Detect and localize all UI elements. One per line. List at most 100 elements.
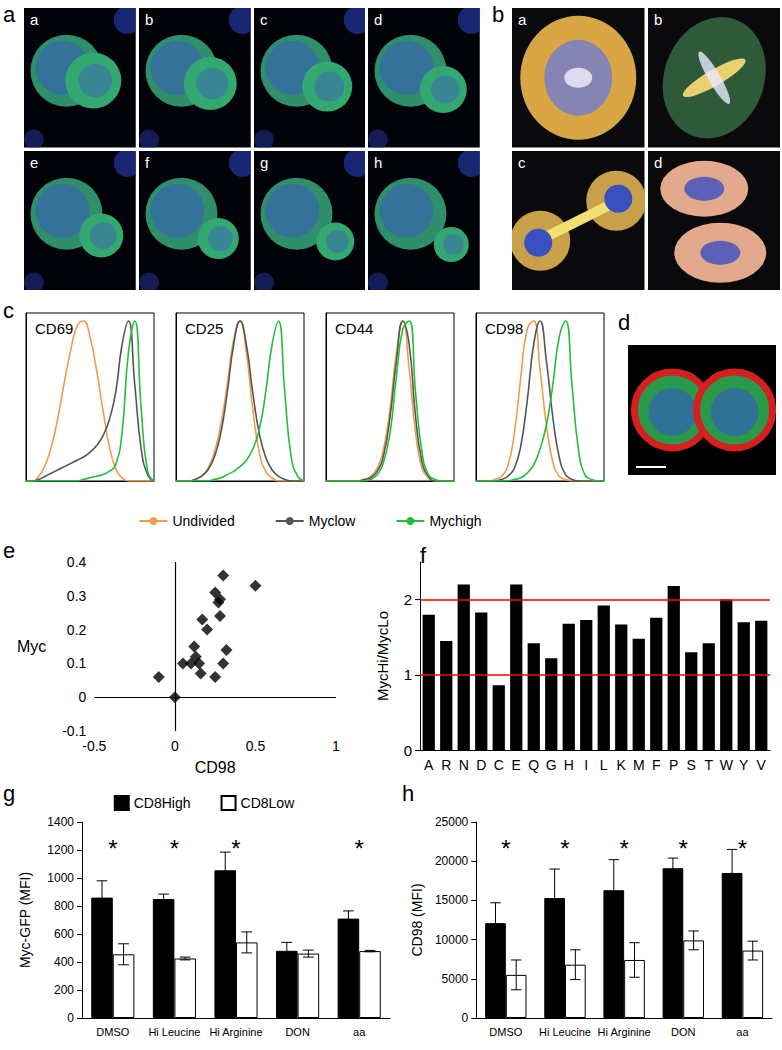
svg-text:CD98 (MFI): CD98 (MFI) [409, 883, 425, 956]
svg-text:Hi Arginine: Hi Arginine [598, 1026, 651, 1038]
svg-text:b: b [145, 11, 153, 28]
html-text:g: g [3, 781, 16, 806]
svg-text:-0.5: -0.5 [82, 738, 106, 754]
svg-text:0.1: 0.1 [67, 655, 87, 671]
svg-text:H: H [564, 757, 574, 773]
svg-text:P: P [669, 757, 678, 773]
svg-text:1400: 1400 [47, 815, 74, 829]
svg-text:DON: DON [285, 1026, 310, 1038]
svg-text:CD98: CD98 [195, 759, 236, 776]
svg-text:M: M [633, 757, 645, 773]
svg-text:DMSO: DMSO [489, 1026, 522, 1038]
svg-text:0.3: 0.3 [67, 588, 87, 604]
svg-text:a: a [30, 11, 39, 28]
svg-text:1200: 1200 [47, 843, 74, 857]
svg-text:0.5: 0.5 [246, 738, 266, 754]
svg-text:CD8Low: CD8Low [241, 795, 296, 811]
svg-text:*: * [231, 835, 240, 862]
svg-text:Hi Arginine: Hi Arginine [209, 1026, 262, 1038]
html-text:a: a [3, 2, 16, 27]
svg-text:N: N [459, 757, 469, 773]
html-text:c: c [3, 298, 14, 323]
svg-text:DON: DON [671, 1026, 696, 1038]
svg-text:15000: 15000 [435, 893, 469, 907]
svg-text:aa: aa [736, 1026, 749, 1038]
svg-text:*: * [679, 835, 688, 862]
svg-text:T: T [704, 757, 713, 773]
svg-text:0: 0 [462, 1011, 469, 1025]
svg-text:Mychigh: Mychigh [429, 513, 481, 529]
svg-text:h: h [374, 154, 382, 171]
svg-text:S: S [687, 757, 696, 773]
svg-text:1: 1 [332, 738, 340, 754]
svg-text:CD98: CD98 [485, 320, 523, 337]
svg-text:*: * [619, 835, 628, 862]
svg-text:800: 800 [54, 899, 74, 913]
svg-text:CD69: CD69 [35, 320, 73, 337]
svg-text:400: 400 [54, 955, 74, 969]
svg-text:f: f [145, 154, 150, 171]
svg-text:10000: 10000 [435, 933, 469, 947]
svg-text:MycHi/MycLo: MycHi/MycLo [374, 611, 391, 701]
svg-text:Myc-GFP (MFI): Myc-GFP (MFI) [17, 872, 33, 968]
svg-text:0: 0 [404, 742, 412, 759]
svg-text:Myclow: Myclow [309, 513, 357, 529]
svg-text:DMSO: DMSO [96, 1026, 129, 1038]
svg-text:L: L [600, 757, 608, 773]
svg-text:0.2: 0.2 [67, 622, 87, 638]
html-text:d: d [618, 310, 631, 335]
svg-text:c: c [518, 154, 526, 171]
svg-text:V: V [757, 757, 767, 773]
svg-text:20000: 20000 [435, 854, 469, 868]
svg-text:*: * [501, 835, 510, 862]
svg-text:0: 0 [171, 738, 179, 754]
svg-text:Q: Q [528, 757, 539, 773]
svg-text:R: R [441, 757, 451, 773]
svg-text:Undivided: Undivided [172, 513, 234, 529]
svg-text:K: K [617, 757, 627, 773]
svg-text:*: * [560, 835, 569, 862]
svg-text:a: a [518, 11, 527, 28]
svg-text:Myc: Myc [17, 638, 46, 655]
svg-text:Hi Leucine: Hi Leucine [539, 1026, 591, 1038]
svg-text:5000: 5000 [442, 972, 469, 986]
svg-text:e: e [30, 154, 38, 171]
svg-text:b: b [654, 11, 662, 28]
svg-text:CD8High: CD8High [134, 795, 191, 811]
svg-text:g: g [260, 154, 268, 171]
html-text:b: b [492, 2, 505, 27]
svg-text:d: d [654, 154, 662, 171]
svg-text:-0.1: -0.1 [62, 723, 86, 739]
svg-text:1000: 1000 [47, 871, 74, 885]
svg-text:C: C [494, 757, 504, 773]
svg-text:c: c [260, 11, 268, 28]
svg-text:Hi Leucine: Hi Leucine [148, 1026, 200, 1038]
svg-text:D: D [476, 757, 486, 773]
svg-text:F: F [652, 757, 661, 773]
svg-text:*: * [170, 835, 179, 862]
svg-text:1: 1 [404, 666, 412, 683]
svg-text:d: d [374, 11, 382, 28]
html-text:f: f [420, 543, 427, 568]
svg-text:W: W [720, 757, 734, 773]
html-text:e: e [3, 538, 16, 563]
svg-text:0: 0 [79, 689, 87, 705]
svg-text:0: 0 [67, 1011, 74, 1025]
svg-text:CD25: CD25 [185, 320, 223, 337]
svg-text:aa: aa [353, 1026, 366, 1038]
svg-text:2: 2 [404, 591, 412, 608]
svg-text:A: A [424, 757, 434, 773]
svg-text:25000: 25000 [435, 815, 469, 829]
svg-text:*: * [738, 835, 747, 862]
svg-text:CD44: CD44 [335, 320, 373, 337]
svg-text:0.4: 0.4 [67, 554, 87, 570]
svg-text:*: * [108, 835, 117, 862]
svg-text:I: I [584, 757, 588, 773]
svg-text:600: 600 [54, 927, 74, 941]
svg-text:*: * [355, 835, 364, 862]
svg-text:Y: Y [739, 757, 749, 773]
html-text:h: h [402, 781, 415, 806]
svg-text:E: E [512, 757, 521, 773]
svg-text:G: G [546, 757, 557, 773]
svg-text:200: 200 [54, 983, 74, 997]
